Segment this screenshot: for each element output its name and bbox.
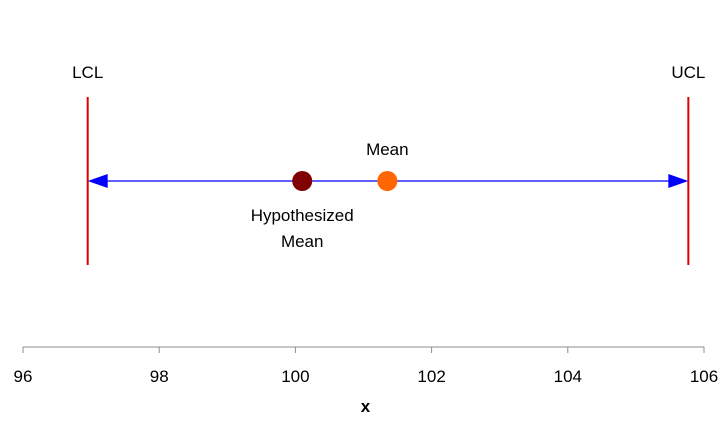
control-limits: LCL UCL	[72, 63, 705, 265]
hypothesized-mean-label: Mean	[281, 232, 324, 251]
x-tick-label: 98	[150, 367, 169, 386]
lcl-label: LCL	[72, 63, 103, 82]
hypothesized-mean-point	[292, 171, 313, 191]
x-tick-label: 102	[417, 367, 445, 386]
hypothesized-mean-label: Hypothesized	[251, 206, 354, 225]
ucl-label: UCL	[671, 63, 705, 82]
x-axis-title: x	[361, 397, 371, 416]
x-tick-label: 96	[14, 367, 33, 386]
x-tick-label: 106	[690, 367, 718, 386]
data-points: Hypothesized Mean Mean	[251, 140, 409, 251]
interval-arrow-head-right	[668, 174, 689, 188]
mean-label: Mean	[366, 140, 409, 159]
x-axis: 96 98 100 102 104 106	[14, 346, 718, 386]
x-tick-label: 100	[281, 367, 309, 386]
mean-point	[377, 171, 398, 191]
x-tick-label: 104	[554, 367, 582, 386]
interval-arrow-head-left	[87, 174, 108, 188]
